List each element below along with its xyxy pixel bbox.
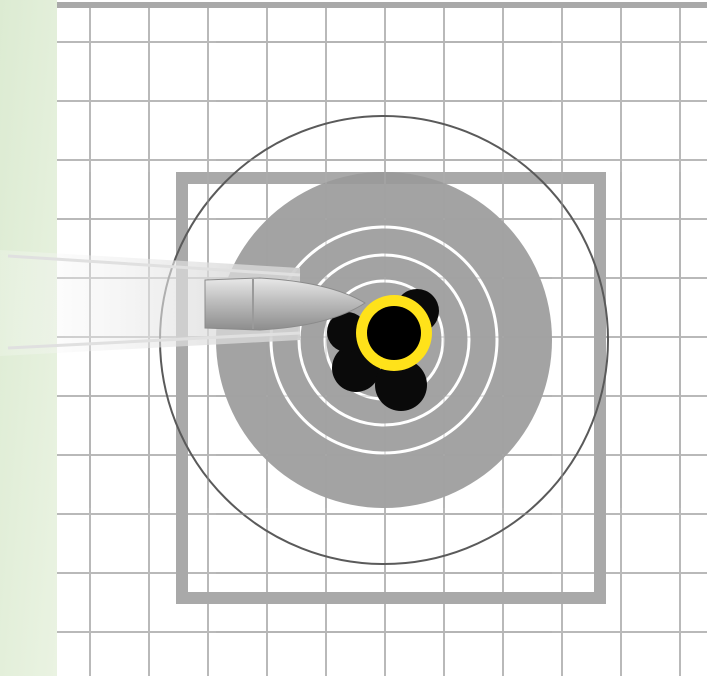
bullet-casing	[204, 277, 366, 331]
trail-streak-top	[7, 254, 301, 277]
bullseye-hole	[367, 306, 421, 360]
trail-streak-bottom	[7, 331, 301, 350]
bullet-hole	[375, 359, 427, 411]
motion-trail	[0, 250, 300, 356]
sheet-top-border	[57, 2, 707, 8]
bullet	[0, 250, 366, 356]
